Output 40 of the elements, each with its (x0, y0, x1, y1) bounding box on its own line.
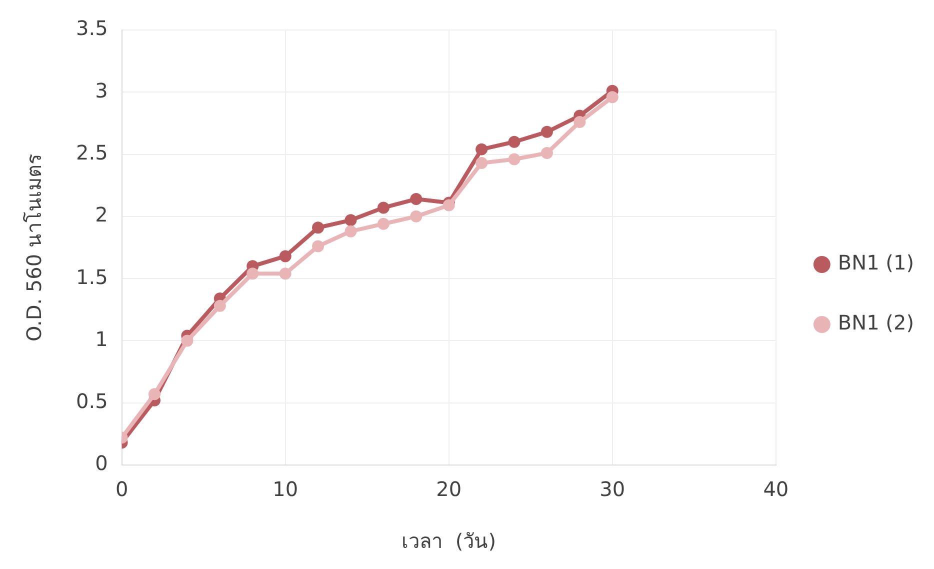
y-tick-label: 2.5 (76, 140, 108, 164)
y-tick-label: 0 (95, 451, 108, 476)
point (148, 388, 161, 400)
legend-label: BN1 (1) (838, 250, 914, 275)
point (410, 193, 422, 206)
point (279, 268, 292, 280)
point (508, 136, 520, 148)
y-tick-label: 3 (95, 78, 108, 102)
y-tick-label: 2 (95, 202, 108, 227)
point (442, 199, 455, 212)
y-tick-label: 0.5 (76, 389, 108, 414)
point (540, 147, 553, 160)
x-tick-label: 10 (272, 477, 298, 502)
point (508, 153, 520, 166)
point (606, 91, 618, 104)
x-tick-label: 20 (436, 477, 462, 502)
point (312, 240, 324, 252)
point (574, 116, 586, 128)
point (377, 218, 390, 230)
y-tick-label: 1 (95, 326, 108, 351)
point (377, 202, 390, 214)
point (246, 268, 259, 280)
point (181, 334, 194, 347)
point (476, 156, 488, 169)
point (344, 225, 357, 238)
y-tick-label: 3.5 (76, 16, 108, 40)
y-axis-title: O.D. 560 นาโนเมตร (22, 154, 46, 342)
point (476, 143, 488, 156)
x-axis-title: เวลา (วัน) (402, 529, 496, 554)
x-tick-label: 40 (763, 477, 789, 502)
point (312, 222, 324, 234)
point (410, 210, 422, 222)
x-tick-label: 0 (115, 477, 128, 502)
point (540, 126, 553, 138)
point (344, 214, 357, 226)
x-tick-label: 30 (600, 477, 626, 502)
y-tick-label: 1.5 (76, 264, 108, 289)
point (214, 300, 226, 312)
legend-label: BN1 (2) (838, 310, 914, 335)
point (279, 250, 292, 262)
